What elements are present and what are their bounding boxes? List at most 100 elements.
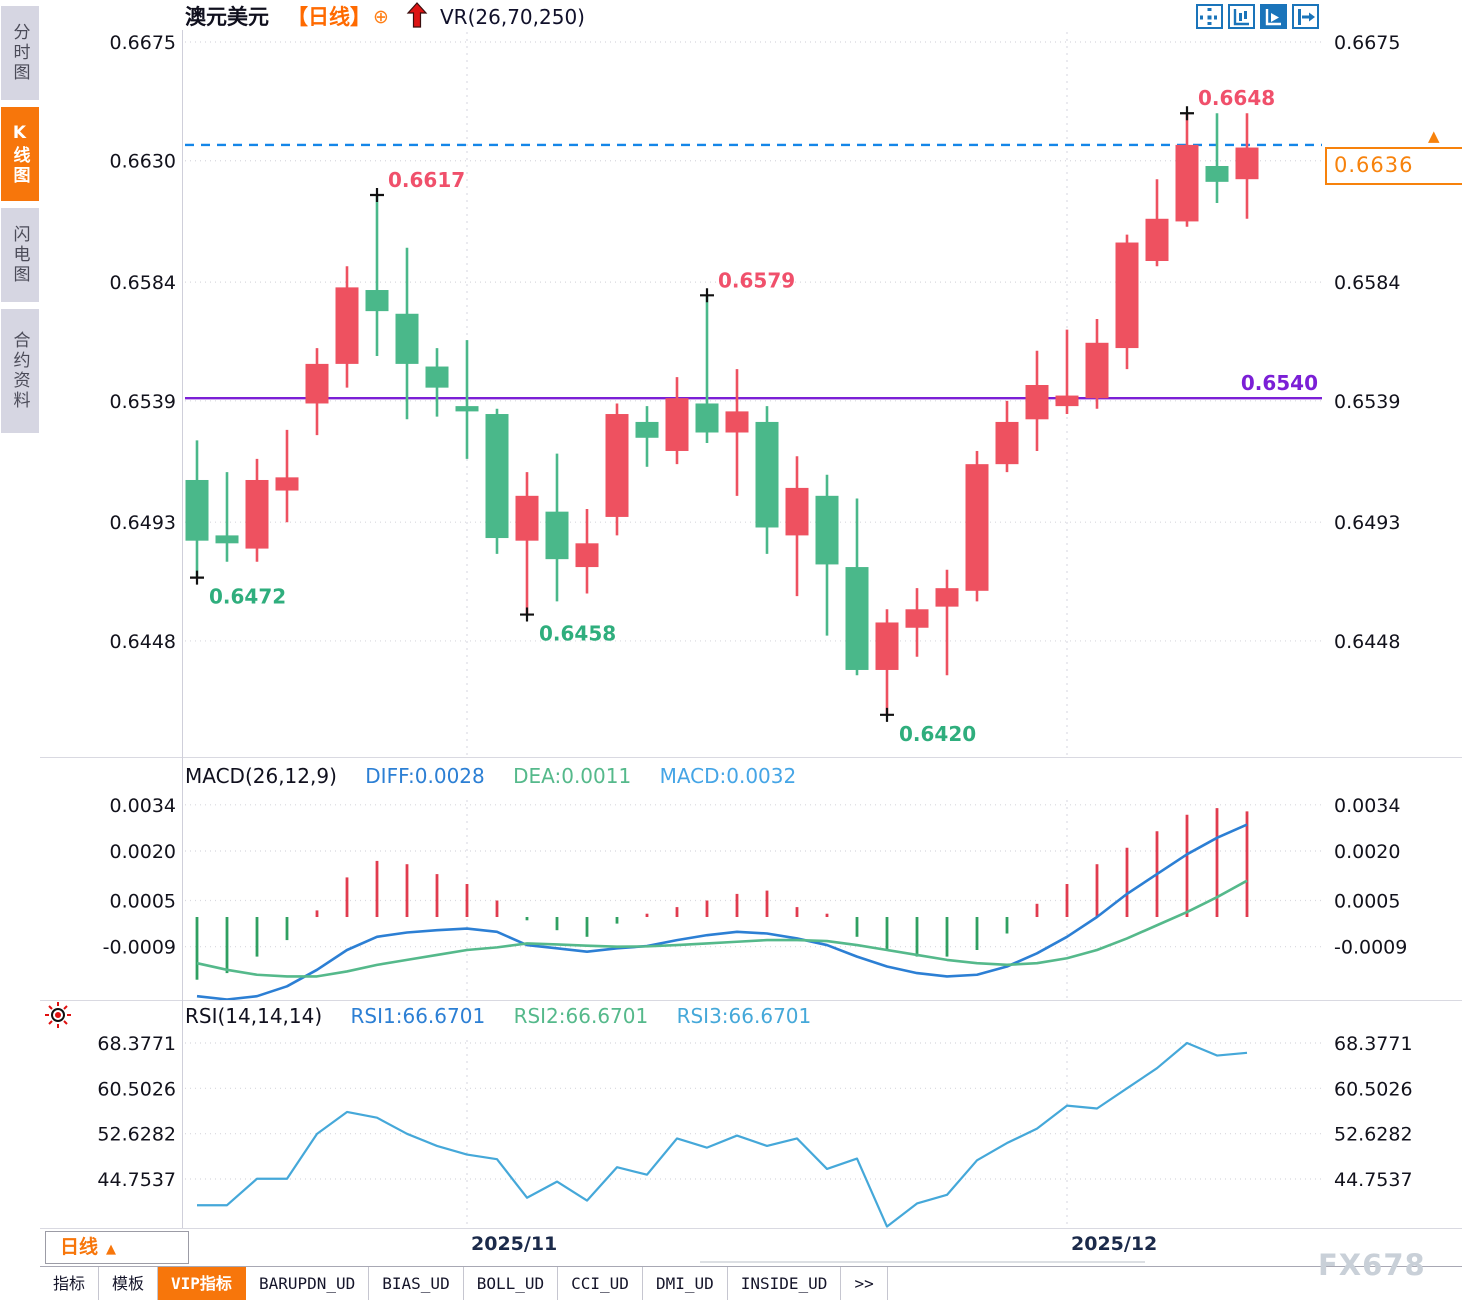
bottom-tab-3[interactable]: VIP指标 [158,1267,246,1300]
candle-body [665,398,689,451]
rsi-title: RSI(14,14,14) [185,1004,323,1028]
panel-separator [40,757,1462,758]
bottom-tab-2[interactable]: 模板 [99,1267,159,1300]
axis-label: 0.0020 [1334,841,1400,863]
candle-body [725,411,749,433]
candle-body [395,313,419,364]
axis-label: 0.6493 [1334,512,1400,534]
candle-body [965,464,989,591]
bottom-tab-10[interactable]: >> [841,1267,888,1300]
candle-body [455,406,479,412]
axis-label: 0.6539 [110,391,176,413]
candle-body [185,479,209,541]
bottom-tab-4[interactable]: BARUPDN_UD [246,1267,370,1300]
current-price-tag: 0.6636 [1325,147,1462,185]
candle-body [755,421,779,528]
rsi1-value: RSI1:66.6701 [350,1004,486,1028]
candle-body [1025,385,1049,420]
candle-body [785,487,809,536]
candle-body [635,421,659,438]
x-axis-date-label: 2025/11 [471,1233,558,1255]
indicator-tab-bar: 指标 模板 VIP指标 BARUPDN_UD BIAS_UD BOLL_UD CCI_UD D… [40,1266,1462,1300]
candle-body [215,535,239,544]
macd-dea-value: DEA:0.0011 [513,764,632,788]
scrollbar[interactable] [700,1261,1145,1263]
low-price-label: 0.6420 [899,722,976,746]
candle-body [275,477,299,491]
bottom-tab-1[interactable]: 指标 [40,1267,100,1300]
candle-body [1145,218,1169,261]
candle-body [1085,342,1109,399]
axis-label: 0.6448 [1334,631,1400,653]
axis-label: 68.3771 [97,1033,176,1055]
pointer-axis-icon[interactable] [1260,4,1287,29]
level-line-label: 0.6540 [1241,371,1318,395]
candle-body [545,511,569,560]
axis-label: 60.5026 [1334,1078,1413,1100]
candle-body [515,495,539,541]
circle-plus-icon[interactable]: ⊕ [373,6,389,28]
axis-label: 0.6584 [110,272,176,294]
axis-label: 44.7537 [1334,1169,1413,1191]
axis-label: 0.0020 [110,841,176,863]
extreme-marker [370,188,384,203]
scale-axis-icon[interactable] [1228,4,1255,29]
chart-toolbar [1196,4,1319,29]
low-price-label: 0.6472 [209,585,286,609]
bottom-tab-5[interactable]: BIAS_UD [369,1267,464,1300]
axis-label: 0.6675 [1334,32,1400,54]
axis-label: 60.5026 [97,1078,176,1100]
macd-title: MACD(26,12,9) [185,764,337,788]
period-expand-icon: ▲ [106,1242,117,1257]
bottom-tab-8[interactable]: DMI_UD [643,1267,728,1300]
watermark: FX678 [1318,1248,1426,1282]
bottom-tab-6[interactable]: BOLL_UD [464,1267,559,1300]
candle-body [695,403,719,433]
axis-label: -0.0009 [103,937,176,959]
pan-right-icon[interactable] [1292,4,1319,29]
sidebar-item-1[interactable]: 分时图 [1,6,39,100]
axis-divider-line [182,30,183,1228]
bottom-tab-7[interactable]: CCI_UD [558,1267,643,1300]
axis-label: 0.6630 [110,151,176,173]
high-price-label: 0.6579 [718,268,795,292]
x-axis-date-label: 2025/12 [1071,1233,1158,1255]
axis-label: 0.0005 [110,891,176,913]
bottom-tab-9[interactable]: INSIDE_UD [728,1267,842,1300]
crosshair-icon[interactable] [1196,4,1223,29]
axis-label: 0.6584 [1334,272,1400,294]
candle-body [1205,166,1229,182]
rsi3-value: RSI3:66.6701 [676,1004,812,1028]
candle-body [335,287,359,364]
candle-body [245,479,269,549]
axis-label: 0.0034 [110,795,176,817]
axis-label: 0.6539 [1334,391,1400,413]
axis-label: 0.6448 [110,631,176,653]
sidebar-item-3[interactable]: 闪电图 [1,208,39,302]
candle-body [1115,242,1139,349]
candle-body [905,609,929,628]
rsi2-value: RSI2:66.6701 [513,1004,649,1028]
sidebar-item-2[interactable]: K线图 [1,107,39,201]
price-up-triangle-icon: ▲ [1428,127,1440,145]
macd-macd-value: MACD:0.0032 [659,764,797,788]
macd-header: MACD(26,12,9) DIFF:0.0028 DEA:0.0011 MAC… [185,764,818,788]
high-price-label: 0.6617 [388,168,465,192]
sidebar-item-4[interactable]: 合约资料 [1,309,39,433]
candle-body [935,588,959,607]
candle-body [995,421,1019,465]
candle-body [1175,144,1199,222]
period-selector[interactable]: 日线 ▲ [45,1231,189,1264]
high-price-label: 0.6648 [1198,86,1275,110]
macd-diff-line [196,823,1248,1001]
rsi-line [197,1041,1248,1228]
macd-dea-line [196,879,1248,978]
sun-icon[interactable] [44,1001,72,1029]
candle-body [365,290,389,312]
symbol-title: 澳元美元 [185,5,269,29]
candle-body [605,414,629,517]
panel-separator [40,1000,1462,1001]
candle-body [1235,147,1259,180]
rsi-header: RSI(14,14,14) RSI1:66.6701 RSI2:66.6701 … [185,1004,833,1028]
